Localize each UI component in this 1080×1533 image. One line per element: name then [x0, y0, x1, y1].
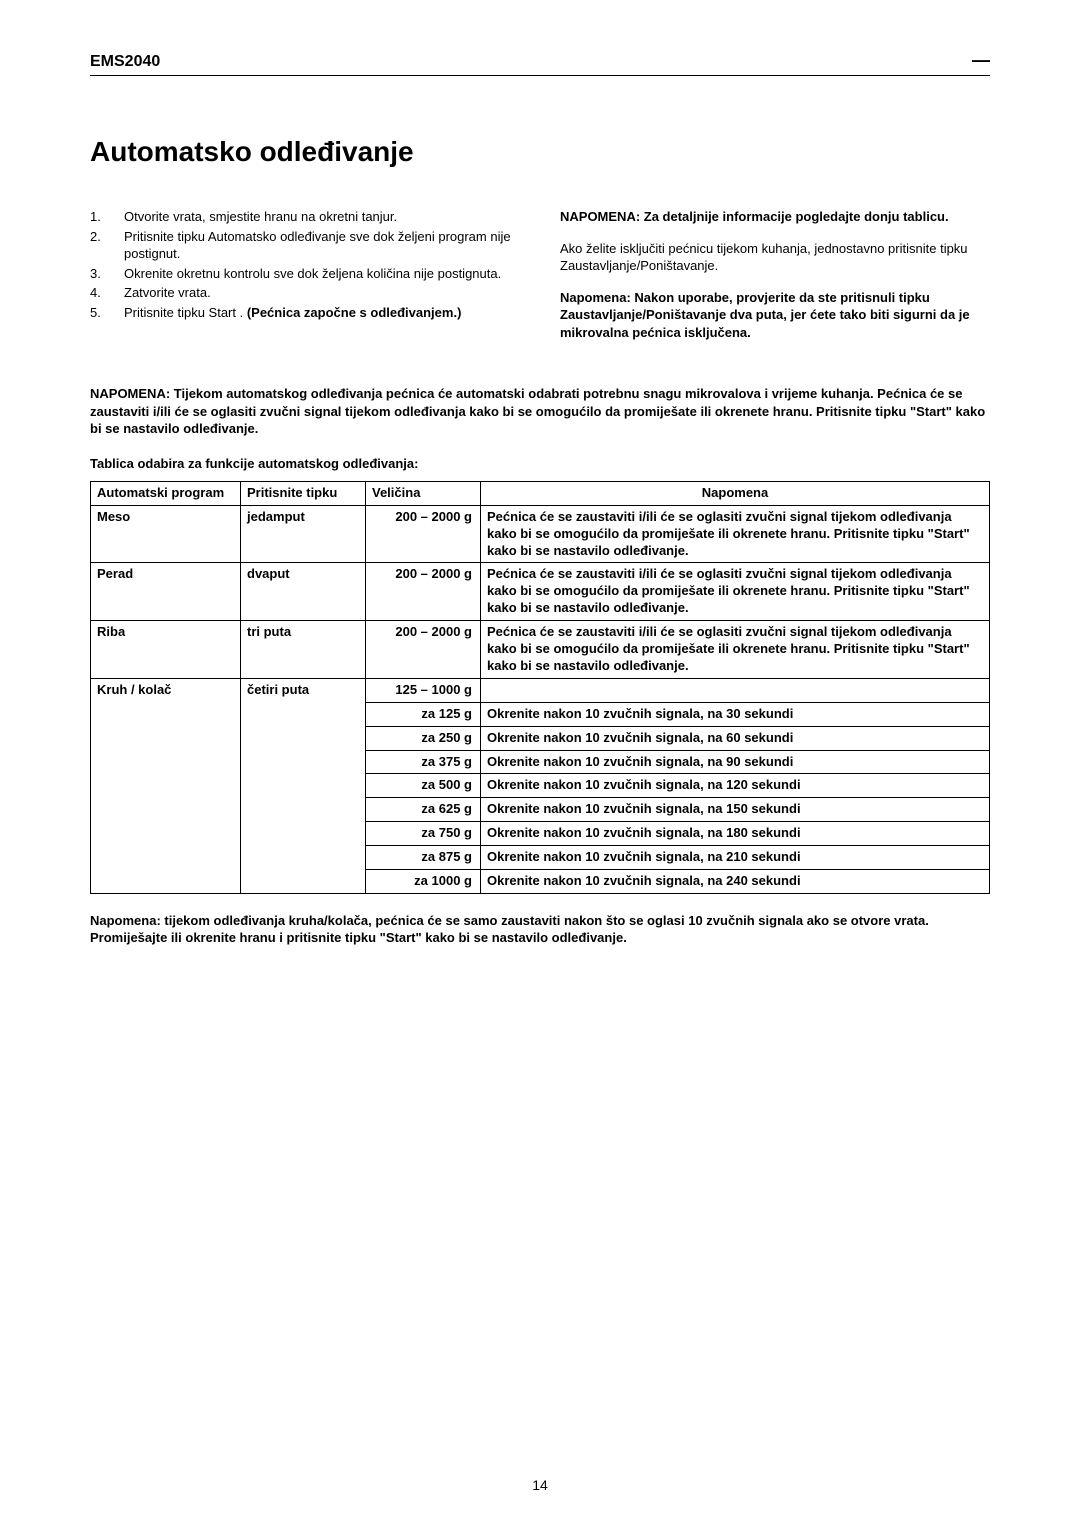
- step-text: Okrenite okretnu kontrolu sve dok željen…: [124, 265, 520, 283]
- cell-size: 200 – 2000 g: [366, 563, 481, 621]
- right-column: NAPOMENA: Za detaljnije informacije pogl…: [560, 208, 990, 355]
- right-note-1: NAPOMENA: Za detaljnije informacije pogl…: [560, 208, 990, 226]
- left-column: 1. Otvorite vrata, smjestite hranu na ok…: [90, 208, 520, 355]
- cell-size: za 750 g: [366, 822, 481, 846]
- table-caption: Tablica odabira za funkcije automatskog …: [90, 456, 990, 471]
- header-dash: —: [972, 50, 990, 71]
- cell-press: tri puta: [241, 621, 366, 679]
- step-text: Pritisnite tipku Automatsko odleđivanje …: [124, 228, 520, 263]
- step-text: Otvorite vrata, smjestite hranu na okret…: [124, 208, 520, 226]
- cell-size: za 1000 g: [366, 869, 481, 893]
- cell-size: za 250 g: [366, 726, 481, 750]
- page-title: Automatsko odleđivanje: [90, 136, 990, 168]
- cell-prog: Perad: [91, 563, 241, 621]
- cell-note: [481, 678, 990, 702]
- cell-size: za 500 g: [366, 774, 481, 798]
- th-note: Napomena: [481, 481, 990, 505]
- cell-press: jedamput: [241, 505, 366, 563]
- cell-note: Pećnica će se zaustaviti i/ili će se ogl…: [481, 505, 990, 563]
- table-row: Kruh / kolač četiri puta 125 – 1000 g: [91, 678, 990, 702]
- table-row: Riba tri puta 200 – 2000 g Pećnica će se…: [91, 621, 990, 679]
- table-header-row: Automatski program Pritisnite tipku Veli…: [91, 481, 990, 505]
- cell-size: 200 – 2000 g: [366, 621, 481, 679]
- cell-note: Pećnica će se zaustaviti i/ili će se ogl…: [481, 621, 990, 679]
- cell-prog: Meso: [91, 505, 241, 563]
- table-row: Meso jedamput 200 – 2000 g Pećnica će se…: [91, 505, 990, 563]
- model-number: EMS2040: [90, 53, 160, 71]
- th-press: Pritisnite tipku: [241, 481, 366, 505]
- table-body: Meso jedamput 200 – 2000 g Pećnica će se…: [91, 505, 990, 893]
- right-note-2: Ako želite isključiti pećnicu tijekom ku…: [560, 240, 990, 275]
- cell-size: za 375 g: [366, 750, 481, 774]
- step-num: 1.: [90, 208, 124, 226]
- step-num: 5.: [90, 304, 124, 322]
- table-row: Perad dvaput 200 – 2000 g Pećnica će se …: [91, 563, 990, 621]
- page-number: 14: [0, 1477, 1080, 1493]
- step-text: Zatvorite vrata.: [124, 284, 520, 302]
- cell-size: za 875 g: [366, 846, 481, 870]
- cell-press: četiri puta: [241, 678, 366, 893]
- step-item: 2. Pritisnite tipku Automatsko odleđivan…: [90, 228, 520, 263]
- right-note-3: Napomena: Nakon uporabe, provjerite da s…: [560, 289, 990, 342]
- cell-note: Okrenite nakon 10 zvučnih signala, na 90…: [481, 750, 990, 774]
- cell-press: dvaput: [241, 563, 366, 621]
- step-num: 3.: [90, 265, 124, 283]
- cell-size: 200 – 2000 g: [366, 505, 481, 563]
- th-size: Veličina: [366, 481, 481, 505]
- th-program: Automatski program: [91, 481, 241, 505]
- cell-prog: Kruh / kolač: [91, 678, 241, 893]
- steps-list: 1. Otvorite vrata, smjestite hranu na ok…: [90, 208, 520, 321]
- cell-note: Okrenite nakon 10 zvučnih signala, na 12…: [481, 774, 990, 798]
- step-text-bold: (Pećnica započne s odleđivanjem.): [247, 305, 462, 320]
- page-header: EMS2040 —: [90, 50, 990, 76]
- footnote: Napomena: tijekom odleđivanja kruha/kola…: [90, 912, 990, 947]
- defrost-table: Automatski program Pritisnite tipku Veli…: [90, 481, 990, 894]
- step-item: 5. Pritisnite tipku Start . (Pećnica zap…: [90, 304, 520, 322]
- cell-note: Okrenite nakon 10 zvučnih signala, na 30…: [481, 702, 990, 726]
- cell-note: Okrenite nakon 10 zvučnih signala, na 18…: [481, 822, 990, 846]
- intro-columns: 1. Otvorite vrata, smjestite hranu na ok…: [90, 208, 990, 355]
- step-item: 4. Zatvorite vrata.: [90, 284, 520, 302]
- cell-size: 125 – 1000 g: [366, 678, 481, 702]
- cell-note: Pećnica će se zaustaviti i/ili će se ogl…: [481, 563, 990, 621]
- body-note: NAPOMENA: Tijekom automatskog odleđivanj…: [90, 385, 990, 438]
- step-item: 3. Okrenite okretnu kontrolu sve dok žel…: [90, 265, 520, 283]
- cell-size: za 125 g: [366, 702, 481, 726]
- step-num: 4.: [90, 284, 124, 302]
- step-num: 2.: [90, 228, 124, 263]
- cell-note: Okrenite nakon 10 zvučnih signala, na 15…: [481, 798, 990, 822]
- step-text-pre: Pritisnite tipku Start .: [124, 305, 247, 320]
- cell-note: Okrenite nakon 10 zvučnih signala, na 60…: [481, 726, 990, 750]
- cell-size: za 625 g: [366, 798, 481, 822]
- cell-prog: Riba: [91, 621, 241, 679]
- step-item: 1. Otvorite vrata, smjestite hranu na ok…: [90, 208, 520, 226]
- cell-note: Okrenite nakon 10 zvučnih signala, na 21…: [481, 846, 990, 870]
- cell-note: Okrenite nakon 10 zvučnih signala, na 24…: [481, 869, 990, 893]
- step-text: Pritisnite tipku Start . (Pećnica započn…: [124, 304, 520, 322]
